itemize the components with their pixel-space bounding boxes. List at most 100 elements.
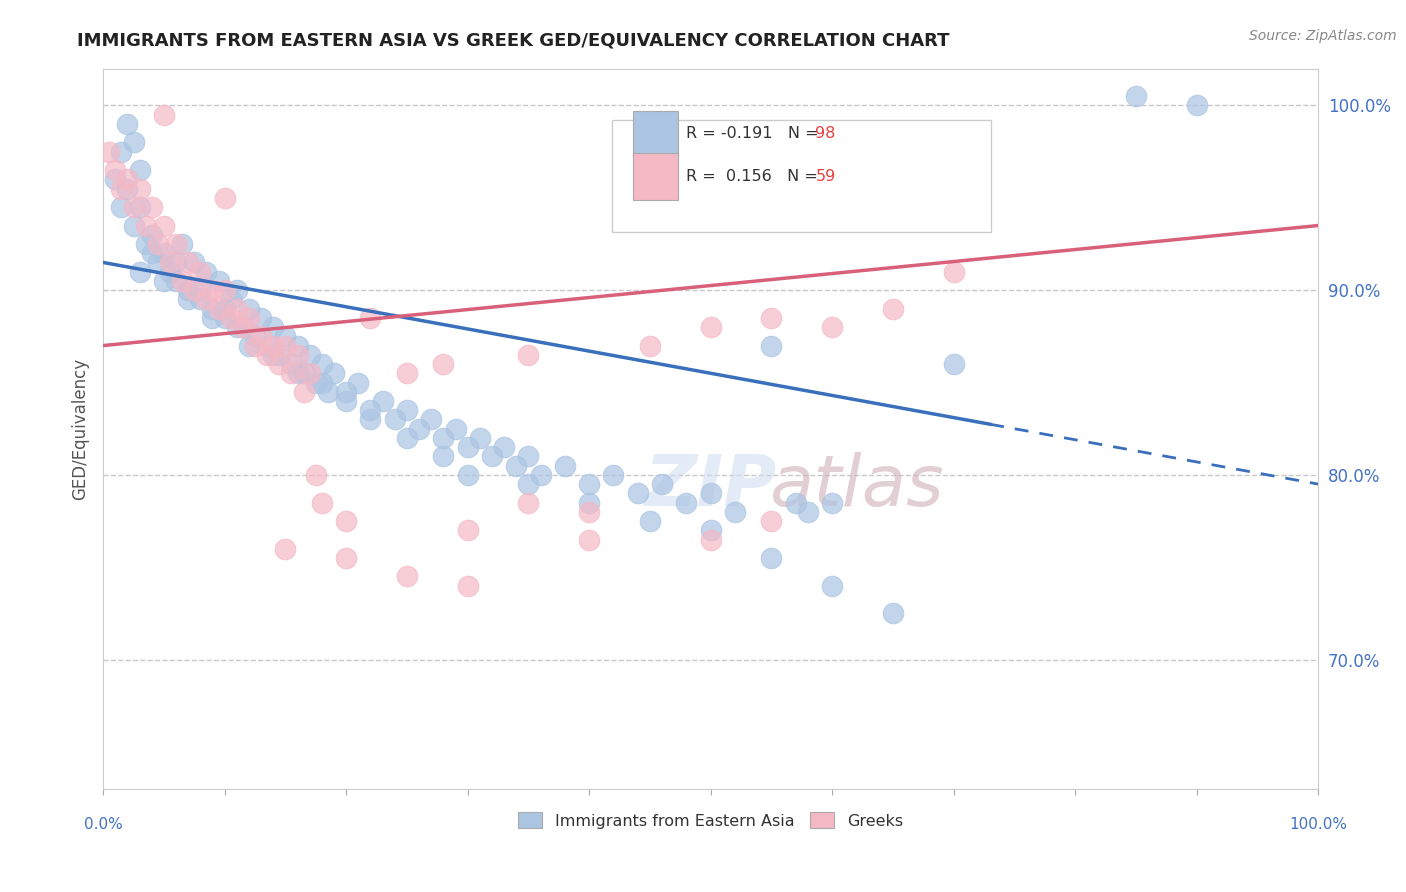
Point	[122, 219, 145, 233]
Point	[172, 237, 194, 252]
Point	[117, 117, 139, 131]
Point	[821, 320, 844, 334]
Point	[517, 495, 540, 509]
Point	[274, 338, 297, 352]
Point	[146, 255, 169, 269]
Point	[165, 237, 187, 252]
Text: 100.0%: 100.0%	[1289, 816, 1347, 831]
Point	[942, 357, 965, 371]
Point	[219, 310, 242, 325]
Point	[651, 477, 673, 491]
Point	[457, 523, 479, 537]
Point	[699, 523, 721, 537]
Point	[305, 376, 328, 390]
Point	[432, 450, 454, 464]
Point	[262, 338, 284, 352]
Point	[395, 569, 418, 583]
Point	[128, 200, 150, 214]
Point	[262, 348, 284, 362]
Point	[135, 219, 157, 233]
Point	[159, 255, 181, 269]
Point	[395, 431, 418, 445]
Point	[201, 301, 224, 316]
Point	[298, 366, 321, 380]
Point	[243, 329, 266, 343]
Point	[225, 320, 247, 334]
Point	[335, 394, 357, 409]
Point	[117, 172, 139, 186]
Point	[141, 227, 163, 242]
Point	[432, 431, 454, 445]
Point	[280, 366, 302, 380]
Point	[494, 440, 516, 454]
Point	[188, 265, 211, 279]
Point	[153, 219, 176, 233]
Point	[311, 376, 333, 390]
Y-axis label: GED/Equivalency: GED/Equivalency	[72, 358, 89, 500]
Point	[311, 495, 333, 509]
Point	[699, 533, 721, 547]
Point	[305, 467, 328, 482]
Point	[104, 163, 127, 178]
Text: atlas: atlas	[769, 452, 943, 521]
Point	[384, 412, 406, 426]
Point	[408, 422, 430, 436]
Point	[287, 338, 309, 352]
Point	[517, 348, 540, 362]
Point	[232, 320, 254, 334]
Point	[627, 486, 650, 500]
Point	[238, 301, 260, 316]
Point	[347, 376, 370, 390]
Point	[797, 505, 820, 519]
Point	[219, 293, 242, 307]
Point	[578, 495, 600, 509]
Point	[238, 310, 260, 325]
Point	[98, 145, 121, 159]
Point	[128, 181, 150, 195]
Point	[274, 541, 297, 556]
Point	[183, 283, 205, 297]
Point	[256, 338, 278, 352]
Point	[165, 274, 187, 288]
Point	[117, 181, 139, 195]
Point	[371, 394, 394, 409]
Point	[578, 477, 600, 491]
Point	[602, 467, 624, 482]
Point	[821, 579, 844, 593]
Point	[153, 274, 176, 288]
Point	[316, 384, 339, 399]
Point	[201, 283, 224, 297]
Point	[195, 265, 218, 279]
Point	[122, 200, 145, 214]
Point	[201, 310, 224, 325]
Point	[287, 348, 309, 362]
Point	[177, 283, 200, 297]
Point	[457, 579, 479, 593]
Point	[1185, 98, 1208, 112]
Point	[359, 412, 381, 426]
Point	[675, 495, 697, 509]
Point	[128, 163, 150, 178]
Point	[323, 366, 346, 380]
Point	[188, 283, 211, 297]
Point	[1125, 89, 1147, 103]
Point	[761, 551, 783, 566]
Point	[457, 440, 479, 454]
Point	[243, 338, 266, 352]
Point	[882, 607, 904, 621]
Point	[214, 191, 236, 205]
Point	[207, 301, 229, 316]
Point	[761, 514, 783, 528]
Point	[292, 384, 315, 399]
Point	[153, 108, 176, 122]
Point	[104, 172, 127, 186]
Point	[785, 495, 807, 509]
Point	[172, 274, 194, 288]
Point	[942, 265, 965, 279]
Point	[269, 348, 291, 362]
Point	[225, 301, 247, 316]
Point	[232, 320, 254, 334]
Legend: Immigrants from Eastern Asia, Greeks: Immigrants from Eastern Asia, Greeks	[512, 805, 910, 835]
Point	[578, 533, 600, 547]
Point	[481, 450, 503, 464]
